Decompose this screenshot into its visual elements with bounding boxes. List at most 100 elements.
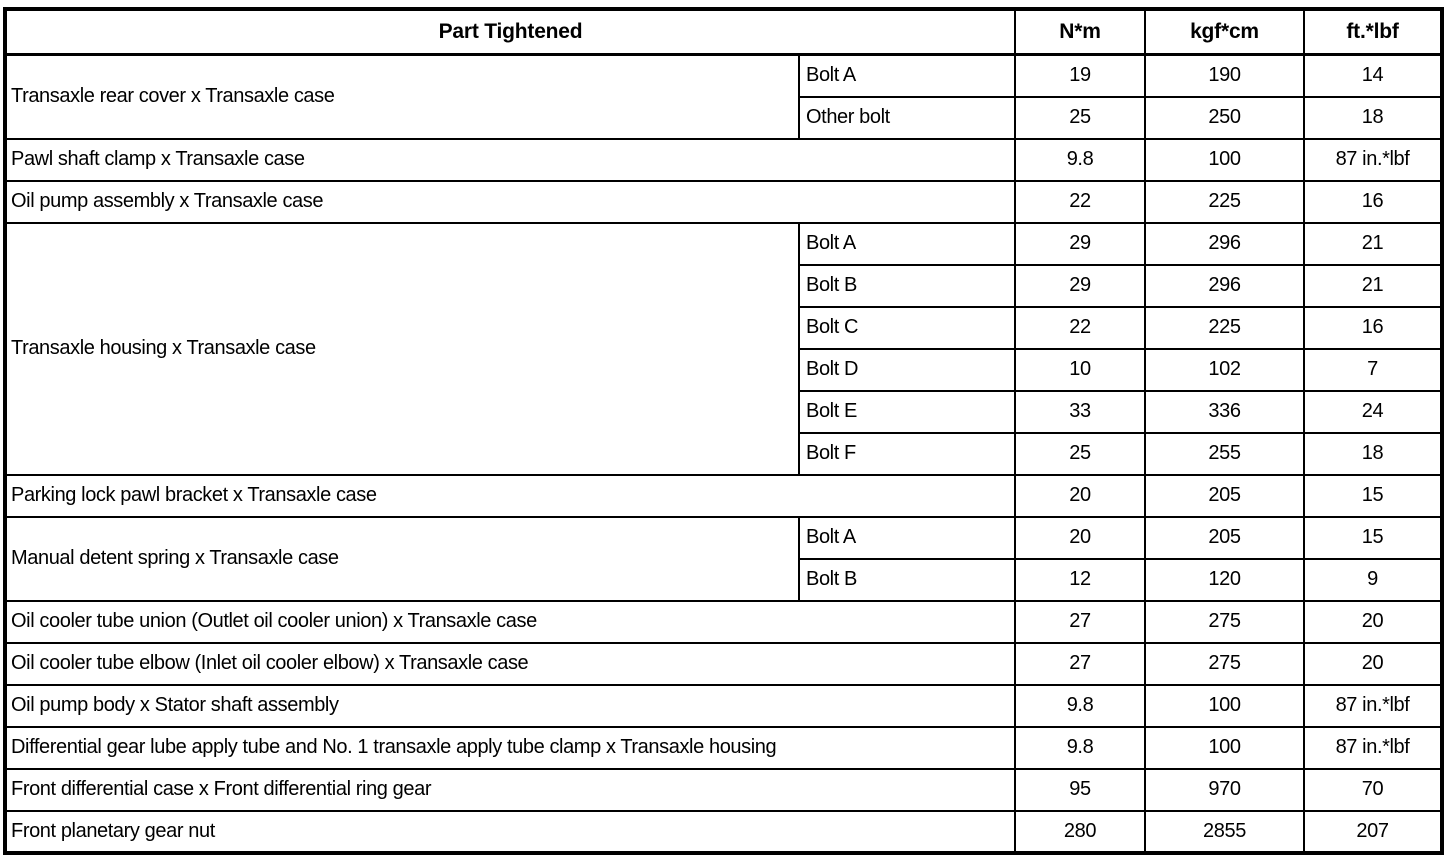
bolt-label-cell: Bolt A	[798, 53, 1016, 98]
kgfcm-value-cell: 2855	[1144, 809, 1305, 854]
nm-value-cell: 33	[1014, 389, 1146, 434]
kgfcm-header: kgf*cm	[1144, 8, 1305, 56]
ftlbf-value-cell: 15	[1303, 515, 1443, 560]
bolt-label-cell: Bolt B	[798, 557, 1016, 602]
part-name-cell: Pawl shaft clamp x Transaxle case	[4, 137, 1016, 182]
table-row: Oil cooler tube union (Outlet oil cooler…	[4, 599, 1443, 644]
kgfcm-value-cell: 255	[1144, 431, 1305, 476]
kgfcm-value-cell: 205	[1144, 473, 1305, 518]
kgfcm-value-cell: 100	[1144, 137, 1305, 182]
part-name-cell: Parking lock pawl bracket x Transaxle ca…	[4, 473, 1016, 518]
torque-spec-table-container: Part Tightened N*m kgf*cm ft.*lbf Transa…	[3, 7, 1444, 855]
table-row: Bolt E 33 336 24	[5, 389, 1443, 434]
ftlbf-value-cell: 87 in.*lbf	[1303, 683, 1443, 728]
kgfcm-value-cell: 100	[1144, 725, 1305, 770]
bolt-label-cell: Bolt A	[798, 515, 1016, 560]
table-row: Pawl shaft clamp x Transaxle case 9.8 100 8…	[4, 137, 1443, 182]
ftlbf-value-cell: 16	[1303, 305, 1443, 350]
kgfcm-value-cell: 970	[1144, 767, 1305, 812]
ftlbf-value-cell: 15	[1303, 473, 1443, 518]
ftlbf-value-cell: 18	[1303, 431, 1443, 476]
part-name-cell: Oil pump body x Stator shaft assembly	[4, 683, 1016, 728]
table-row: Bolt B 12 120 9	[5, 557, 1443, 602]
kgfcm-value-cell: 296	[1144, 263, 1305, 308]
kgfcm-value-cell: 100	[1144, 683, 1305, 728]
table-row: Differential gear lube apply tube and No…	[4, 725, 1443, 770]
part-name-cell: Transaxle housing x Transaxle case	[4, 221, 800, 476]
part-name-cell: Oil cooler tube elbow (Inlet oil cooler …	[4, 641, 1016, 686]
nm-header: N*m	[1014, 8, 1146, 56]
nm-value-cell: 95	[1014, 767, 1146, 812]
kgfcm-value-cell: 275	[1144, 641, 1305, 686]
kgfcm-value-cell: 296	[1144, 221, 1305, 266]
table-row: Other bolt 25 250 18	[5, 95, 1443, 140]
nm-value-cell: 22	[1014, 179, 1146, 224]
part-tightened-header: Part Tightened	[4, 8, 1016, 56]
ftlbf-value-cell: 7	[1303, 347, 1443, 392]
nm-value-cell: 280	[1014, 809, 1146, 854]
nm-value-cell: 10	[1014, 347, 1146, 392]
ftlbf-value-cell: 87 in.*lbf	[1303, 137, 1443, 182]
ftlbf-value-cell: 21	[1303, 221, 1443, 266]
part-name-cell: Transaxle rear cover x Transaxle case	[4, 53, 800, 140]
part-name-cell: Manual detent spring x Transaxle case	[4, 515, 800, 602]
torque-table-body: Transaxle rear cover x Transaxle case Bol…	[4, 53, 1443, 854]
ftlbf-value-cell: 207	[1303, 809, 1443, 854]
ftlbf-value-cell: 20	[1303, 599, 1443, 644]
nm-value-cell: 25	[1014, 95, 1146, 140]
part-name-cell: Oil cooler tube union (Outlet oil cooler…	[4, 599, 1016, 644]
ftlbf-value-cell: 14	[1303, 53, 1443, 98]
nm-value-cell: 12	[1014, 557, 1146, 602]
nm-value-cell: 9.8	[1014, 137, 1146, 182]
table-row: Manual detent spring x Transaxle case Bol…	[4, 515, 1443, 602]
table-row: Parking lock pawl bracket x Transaxle ca…	[4, 473, 1443, 518]
table-row: Transaxle housing x Transaxle case Bolt A…	[4, 221, 1443, 476]
ftlbf-header: ft.*lbf	[1303, 8, 1443, 56]
header-row: Part Tightened N*m kgf*cm ft.*lbf	[4, 8, 1443, 56]
table-row: Bolt B 29 296 21	[5, 263, 1443, 308]
kgfcm-value-cell: 102	[1144, 347, 1305, 392]
ftlbf-value-cell: 9	[1303, 557, 1443, 602]
table-row: Oil cooler tube elbow (Inlet oil cooler …	[4, 641, 1443, 686]
nm-value-cell: 9.8	[1014, 725, 1146, 770]
nm-value-cell: 22	[1014, 305, 1146, 350]
part-name-cell: Front planetary gear nut	[4, 809, 1016, 854]
kgfcm-value-cell: 336	[1144, 389, 1305, 434]
nm-value-cell: 25	[1014, 431, 1146, 476]
kgfcm-value-cell: 275	[1144, 599, 1305, 644]
kgfcm-value-cell: 205	[1144, 515, 1305, 560]
table-row: Oil pump body x Stator shaft assembly 9.8…	[4, 683, 1443, 728]
table-row: Front differential case x Front differen…	[4, 767, 1443, 812]
kgfcm-value-cell: 250	[1144, 95, 1305, 140]
nm-value-cell: 20	[1014, 473, 1146, 518]
bolt-label-cell: Bolt F	[798, 431, 1016, 476]
table-row: Front planetary gear nut 280 2855 207	[4, 809, 1443, 854]
part-name-cell: Front differential case x Front differen…	[4, 767, 1016, 812]
nm-value-cell: 20	[1014, 515, 1146, 560]
ftlbf-value-cell: 16	[1303, 179, 1443, 224]
nm-value-cell: 29	[1014, 221, 1146, 266]
bolt-label-cell: Bolt A	[798, 221, 1016, 266]
nm-value-cell: 27	[1014, 641, 1146, 686]
table-row: Bolt D 10 102 7	[5, 347, 1443, 392]
bolt-label-cell: Other bolt	[798, 95, 1016, 140]
nm-value-cell: 27	[1014, 599, 1146, 644]
kgfcm-value-cell: 190	[1144, 53, 1305, 98]
ftlbf-value-cell: 24	[1303, 389, 1443, 434]
nm-value-cell: 9.8	[1014, 683, 1146, 728]
bolt-label-cell: Bolt B	[798, 263, 1016, 308]
ftlbf-value-cell: 70	[1303, 767, 1443, 812]
nm-value-cell: 29	[1014, 263, 1146, 308]
part-name-cell: Differential gear lube apply tube and No…	[4, 725, 1016, 770]
ftlbf-value-cell: 20	[1303, 641, 1443, 686]
nm-value-cell: 19	[1014, 53, 1146, 98]
kgfcm-value-cell: 120	[1144, 557, 1305, 602]
bolt-label-cell: Bolt D	[798, 347, 1016, 392]
table-row: Bolt C 22 225 16	[5, 305, 1443, 350]
bolt-label-cell: Bolt E	[798, 389, 1016, 434]
ftlbf-value-cell: 21	[1303, 263, 1443, 308]
table-row: Transaxle rear cover x Transaxle case Bol…	[4, 53, 1443, 140]
kgfcm-value-cell: 225	[1144, 179, 1305, 224]
table-row: Bolt F 25 255 18	[5, 431, 1443, 476]
ftlbf-value-cell: 87 in.*lbf	[1303, 725, 1443, 770]
